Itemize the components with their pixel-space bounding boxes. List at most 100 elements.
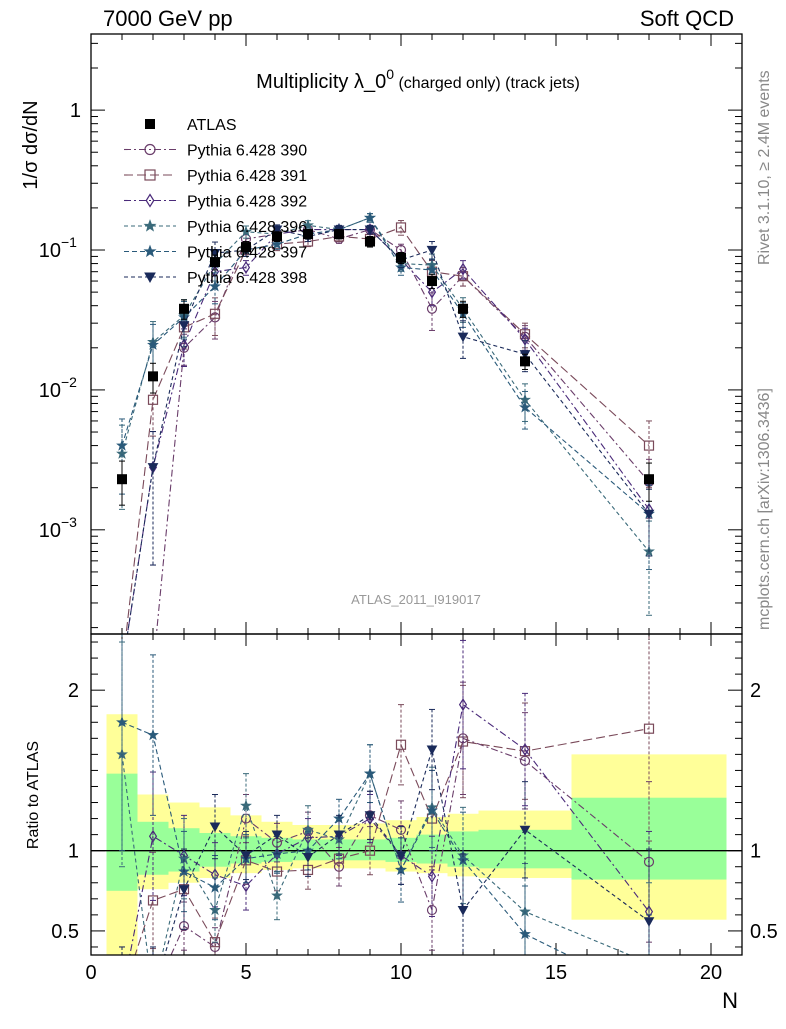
series-line [121, 217, 650, 552]
point-square [395, 739, 407, 750]
point-diamond [145, 193, 155, 208]
point-triangle [426, 245, 438, 256]
point-square [147, 394, 159, 405]
y-tick-exponent: −3 [61, 514, 77, 530]
x-axis-label: N [722, 988, 738, 1013]
x-tick-label: 5 [240, 962, 251, 984]
point-triangle [209, 822, 221, 833]
point-star [271, 237, 283, 250]
point-data [241, 242, 251, 253]
point-square [364, 845, 376, 856]
rivet-label: Rivet 3.1.10, ≥ 2.4M events [756, 70, 773, 265]
point-data [427, 276, 437, 287]
point-star [644, 958, 654, 968]
point-triangle [643, 509, 655, 520]
point-data [365, 236, 375, 247]
ratio-y-tick-label: 0.5 [51, 921, 79, 943]
ratio-line [121, 721, 569, 955]
point-triangle [147, 463, 159, 473]
analysis-watermark: ATLAS_2011_I919017 [351, 592, 481, 607]
y-tick-exponent: −1 [61, 234, 77, 250]
point-star [240, 225, 252, 237]
point-data [117, 474, 127, 485]
ratio-frame [90, 633, 743, 956]
point-triangle [364, 811, 376, 821]
legend: ATLAS Pythia 6.428 390 Pythia 6.428 391 Pyt… [124, 117, 307, 287]
point-triangle [149, 992, 158, 1000]
point-triangle [519, 825, 531, 836]
point-diamond [458, 262, 468, 276]
point-data [179, 303, 189, 314]
series-atlas [117, 229, 654, 506]
ratio-line [121, 754, 632, 955]
point-star [143, 219, 157, 232]
x-tick-label: 0 [85, 962, 96, 984]
point-square [209, 308, 221, 319]
point-star [148, 990, 158, 1000]
point-triangle [178, 885, 190, 895]
ratio-axis-label: Ratio to ATLAS [25, 741, 42, 849]
legend-label: Pythia 6.428 390 [187, 143, 307, 160]
ratio-y-tick-label: 1 [68, 841, 79, 863]
y-tick-label: 10 [39, 380, 61, 402]
legend-label: Pythia 6.428 398 [187, 270, 307, 287]
series-line [121, 217, 650, 515]
point-star [364, 211, 376, 223]
point-square [395, 222, 407, 233]
title-sup: 0 [386, 66, 394, 82]
uncertainty-bands [106, 714, 727, 955]
point-triangle [426, 745, 438, 756]
ratio-line [170, 737, 650, 955]
point-circle [144, 143, 156, 156]
series-line [155, 228, 650, 634]
x-tick-label: 20 [700, 962, 722, 984]
legend-label: ATLAS [187, 117, 237, 134]
point-triangle [118, 992, 127, 1000]
point-diamond [119, 990, 126, 1001]
legend-label: Pythia 6.428 396 [187, 219, 307, 236]
x-tick-label: 15 [545, 962, 567, 984]
ratio-panel [90, 633, 743, 1001]
point-diamond [520, 332, 530, 346]
title-main: Multiplicity λ_0 [256, 71, 386, 93]
point-star [209, 280, 221, 292]
ratio-pythia-6.428-398 [118, 708, 655, 1000]
point-data [303, 229, 313, 240]
point-star [302, 219, 314, 231]
point-triangle [302, 852, 314, 863]
point-star [426, 804, 438, 816]
point-star [644, 990, 654, 1000]
point-triangle [178, 321, 190, 331]
ratio-y-tick-label-right: 1 [750, 841, 761, 863]
point-data [272, 231, 282, 242]
point-diamond [179, 338, 189, 352]
series-pythia-6.428-397 [116, 211, 655, 571]
title-sub: (charged only) (track jets) [394, 75, 580, 92]
point-star [147, 338, 159, 350]
point-star [519, 401, 531, 413]
point-data [644, 474, 654, 485]
point-star [240, 799, 252, 811]
point-data [458, 303, 468, 314]
point-square [643, 440, 655, 451]
point-diamond [427, 869, 437, 883]
point-star [395, 261, 407, 273]
point-diamond [427, 285, 437, 299]
point-diamond [520, 743, 530, 757]
ratio-y-tick-label: 2 [68, 680, 79, 702]
point-star [364, 767, 376, 779]
header-right: Soft QCD [639, 6, 734, 31]
series-line [126, 228, 650, 634]
point-diamond [148, 829, 158, 843]
legend-label: Pythia 6.428 397 [187, 245, 307, 262]
point-triangle [364, 225, 376, 236]
ratio-y-tick-label-right: 0.5 [750, 921, 778, 943]
point-data [396, 252, 406, 263]
y-tick-label: 10 [39, 520, 61, 542]
point-triangle [209, 249, 221, 259]
point-diamond [241, 879, 251, 893]
y-tick-exponent: −2 [61, 374, 77, 390]
point-star [147, 728, 159, 741]
main-panel [90, 33, 743, 955]
